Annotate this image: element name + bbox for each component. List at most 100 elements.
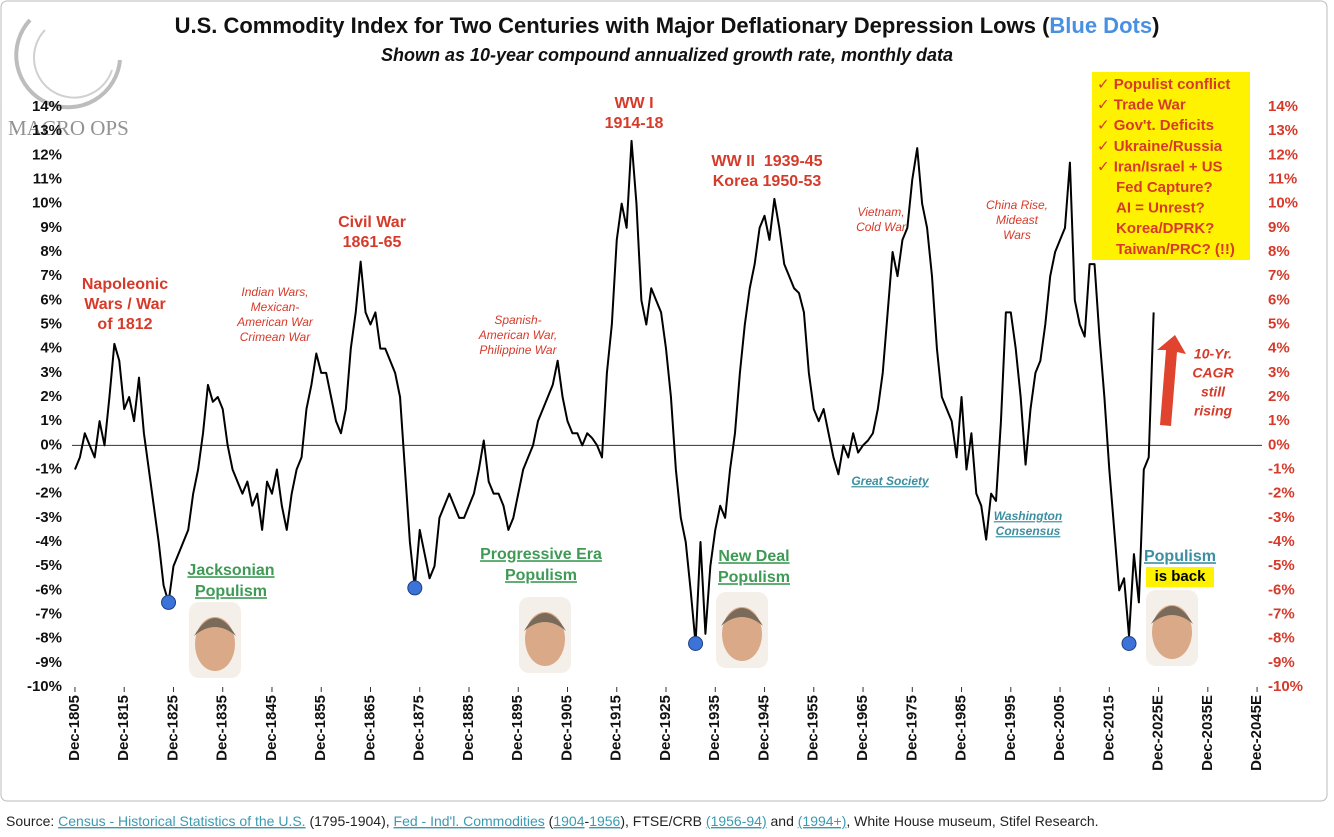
depression-low — [1121, 636, 1137, 651]
y2-tick-label: -7% — [1268, 605, 1295, 622]
x-tick-label: Dec-2015 — [1100, 695, 1117, 761]
y2-tick-label: 6% — [1268, 291, 1290, 308]
y2-tick-label: 0% — [1268, 436, 1290, 453]
annotation: Indian Wars, — [241, 285, 308, 299]
x-tick-label: Dec-1975 — [903, 695, 920, 761]
source-link: 1956 — [589, 813, 620, 829]
y-tick-label: 3% — [40, 364, 62, 381]
x-tick-label: Dec-2045E — [1248, 695, 1265, 771]
title-end: ) — [1152, 13, 1159, 38]
annotation: Crimean War — [240, 330, 311, 344]
x-tick-label: Dec-1895 — [509, 695, 526, 761]
source-text: ( — [545, 813, 554, 829]
x-tick-label: Dec-1835 — [214, 695, 231, 761]
y-tick-label: -6% — [35, 581, 62, 598]
y2-tick-label: -3% — [1268, 509, 1295, 526]
y2-tick-label: -1% — [1268, 460, 1295, 477]
y-tick-label: -9% — [35, 654, 62, 671]
x-tick-label: Dec-1965 — [854, 695, 871, 761]
y2-tick-label: 2% — [1268, 388, 1290, 405]
x-tick-label: Dec-1995 — [1002, 695, 1019, 761]
y-tick-label: 0% — [40, 436, 62, 453]
checklist-item: ✓ Gov't. Deficits — [1097, 117, 1214, 134]
source-link: Fed - Ind'l. Commodities — [394, 813, 545, 829]
annotation: Progressive Era — [480, 546, 602, 563]
y-tick-label: 8% — [40, 243, 62, 260]
checklist-item: ✓ Ukraine/Russia — [1097, 138, 1223, 155]
y-tick-label: 14% — [32, 98, 62, 115]
annotation: Cold War — [856, 220, 907, 234]
checklist-box — [1092, 72, 1250, 260]
annotation: New Deal — [718, 548, 789, 565]
chart-subtitle: Shown as 10-year compound annualized gro… — [381, 45, 953, 65]
annotation: Philippine War — [479, 343, 557, 357]
depression-low — [688, 636, 704, 651]
portrait-face — [195, 617, 235, 671]
y2-tick-label: 10% — [1268, 195, 1298, 212]
y2-tick-label: -6% — [1268, 581, 1295, 598]
annotation: Populism — [1144, 548, 1216, 565]
annotation: Napoleonic — [82, 276, 168, 293]
frame — [0, 0, 1328, 802]
y-tick-label: -1% — [35, 460, 62, 477]
x-tick-label: Dec-1825 — [164, 695, 181, 761]
y-tick-label: -4% — [35, 533, 62, 550]
x-tick-label: Dec-1915 — [608, 695, 625, 761]
portrait-hair — [194, 618, 236, 636]
y2-tick-label: -2% — [1268, 485, 1295, 502]
source-text: (1795-1904), — [306, 813, 394, 829]
y2-tick-label: -4% — [1268, 533, 1295, 550]
portrait-hair — [524, 613, 566, 631]
annotation: 1914-18 — [605, 115, 664, 132]
chart-title: U.S. Commodity Index for Two Centuries w… — [175, 13, 1160, 38]
annotation: Populism — [718, 569, 790, 586]
checklist-item: Taiwan/PRC? (!!) — [1116, 241, 1235, 258]
y-tick-label: -8% — [35, 630, 62, 647]
checklist-item: ✓ Populist conflict — [1097, 76, 1230, 93]
watermark: MACRO OPS — [8, 116, 129, 140]
y2-tick-label: -8% — [1268, 630, 1295, 647]
annotation: Jacksonian — [187, 562, 274, 579]
annotation: Mideast — [996, 213, 1039, 227]
y2-tick-label: 7% — [1268, 267, 1290, 284]
y2-tick-label: 3% — [1268, 364, 1290, 381]
x-tick-label: Dec-1845 — [263, 695, 280, 761]
x-tick-label: Dec-2035E — [1199, 695, 1216, 771]
x-tick-label: Dec-1815 — [115, 695, 132, 761]
annotation: China Rise, — [986, 198, 1048, 212]
checklist-item: ✓ Trade War — [1097, 97, 1186, 114]
title-text: U.S. Commodity Index for Two Centuries w… — [175, 13, 1050, 38]
annotation: Mexican- — [251, 300, 300, 314]
source-note: Source: Census - Historical Statistics o… — [6, 813, 1099, 829]
annotation: Korea 1950-53 — [713, 173, 822, 190]
annotation: Consensus — [996, 524, 1061, 538]
annotation: American War, — [478, 328, 557, 342]
x-tick-label: Dec-1865 — [361, 695, 378, 761]
source-text: ), FTSE/CRB — [620, 813, 706, 829]
source-link: Census - Historical Statistics of the U.… — [58, 813, 305, 829]
y2-tick-label: 9% — [1268, 219, 1290, 236]
x-tick-label: Dec-1935 — [706, 695, 723, 761]
checklist-item: Fed Capture? — [1116, 179, 1213, 196]
portrait-face — [525, 612, 565, 666]
portraits — [189, 590, 1198, 678]
y-tick-label: 10% — [32, 195, 62, 212]
annotation-highlight — [1146, 567, 1214, 587]
y2-tick-label: 4% — [1268, 340, 1290, 357]
y-tick-label: -2% — [35, 485, 62, 502]
annotation: Wars / War — [84, 296, 166, 313]
y2-tick-label: -9% — [1268, 654, 1295, 671]
y2-tick-label: 5% — [1268, 315, 1290, 332]
portrait-face — [722, 607, 762, 661]
checklist-item: Korea/DPRK? — [1116, 220, 1214, 237]
portrait-face — [1152, 605, 1192, 659]
source-text: , White House museum, Stifel Research. — [846, 813, 1098, 829]
source-link: 1904 — [553, 813, 584, 829]
y-tick-label: 13% — [32, 122, 62, 139]
y2-tick-label: 11% — [1268, 170, 1297, 187]
y2-tick-label: -10% — [1268, 678, 1303, 695]
x-tick-label: Dec-1905 — [558, 695, 575, 761]
rising-arrow — [1157, 335, 1186, 426]
source-text: and — [767, 813, 798, 829]
